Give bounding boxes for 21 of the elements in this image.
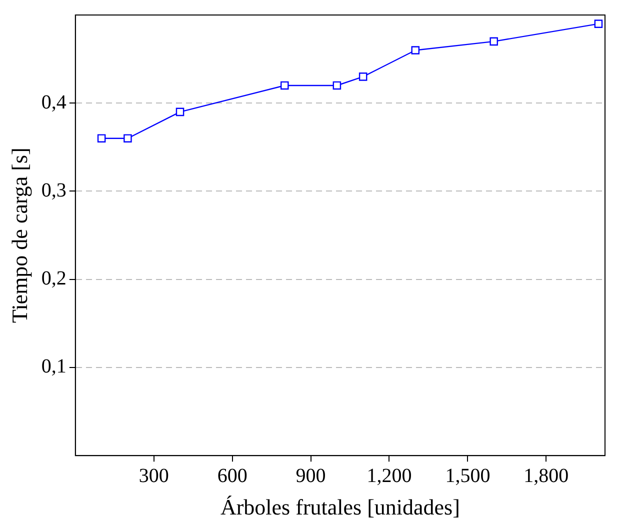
point bbox=[490, 37, 498, 46]
point bbox=[124, 134, 132, 143]
x-tick-label: 600 bbox=[217, 464, 248, 487]
y-tick-label: 0,2 bbox=[41, 268, 66, 290]
point bbox=[358, 72, 368, 81]
x-tick-label: 900 bbox=[296, 464, 326, 487]
y-tick-label: 0,1 bbox=[41, 356, 66, 378]
x-tick-label: 1,500 bbox=[445, 464, 490, 487]
x-tick-label: 1,200 bbox=[366, 464, 412, 487]
point bbox=[332, 81, 342, 90]
x-tick-label: 1,800 bbox=[524, 464, 569, 487]
x-axis-title: Árboles frutales [unidades] bbox=[220, 494, 460, 520]
point bbox=[97, 134, 106, 143]
x-tick-label: 300 bbox=[138, 464, 169, 487]
point bbox=[280, 81, 289, 90]
y-axis-title: Tiempo de carga [s] bbox=[6, 148, 32, 323]
y-tick-label: 0,3 bbox=[41, 179, 66, 202]
point bbox=[594, 20, 603, 28]
point bbox=[411, 46, 420, 54]
y-tick-label: 0,4 bbox=[41, 91, 66, 114]
point bbox=[176, 108, 184, 116]
